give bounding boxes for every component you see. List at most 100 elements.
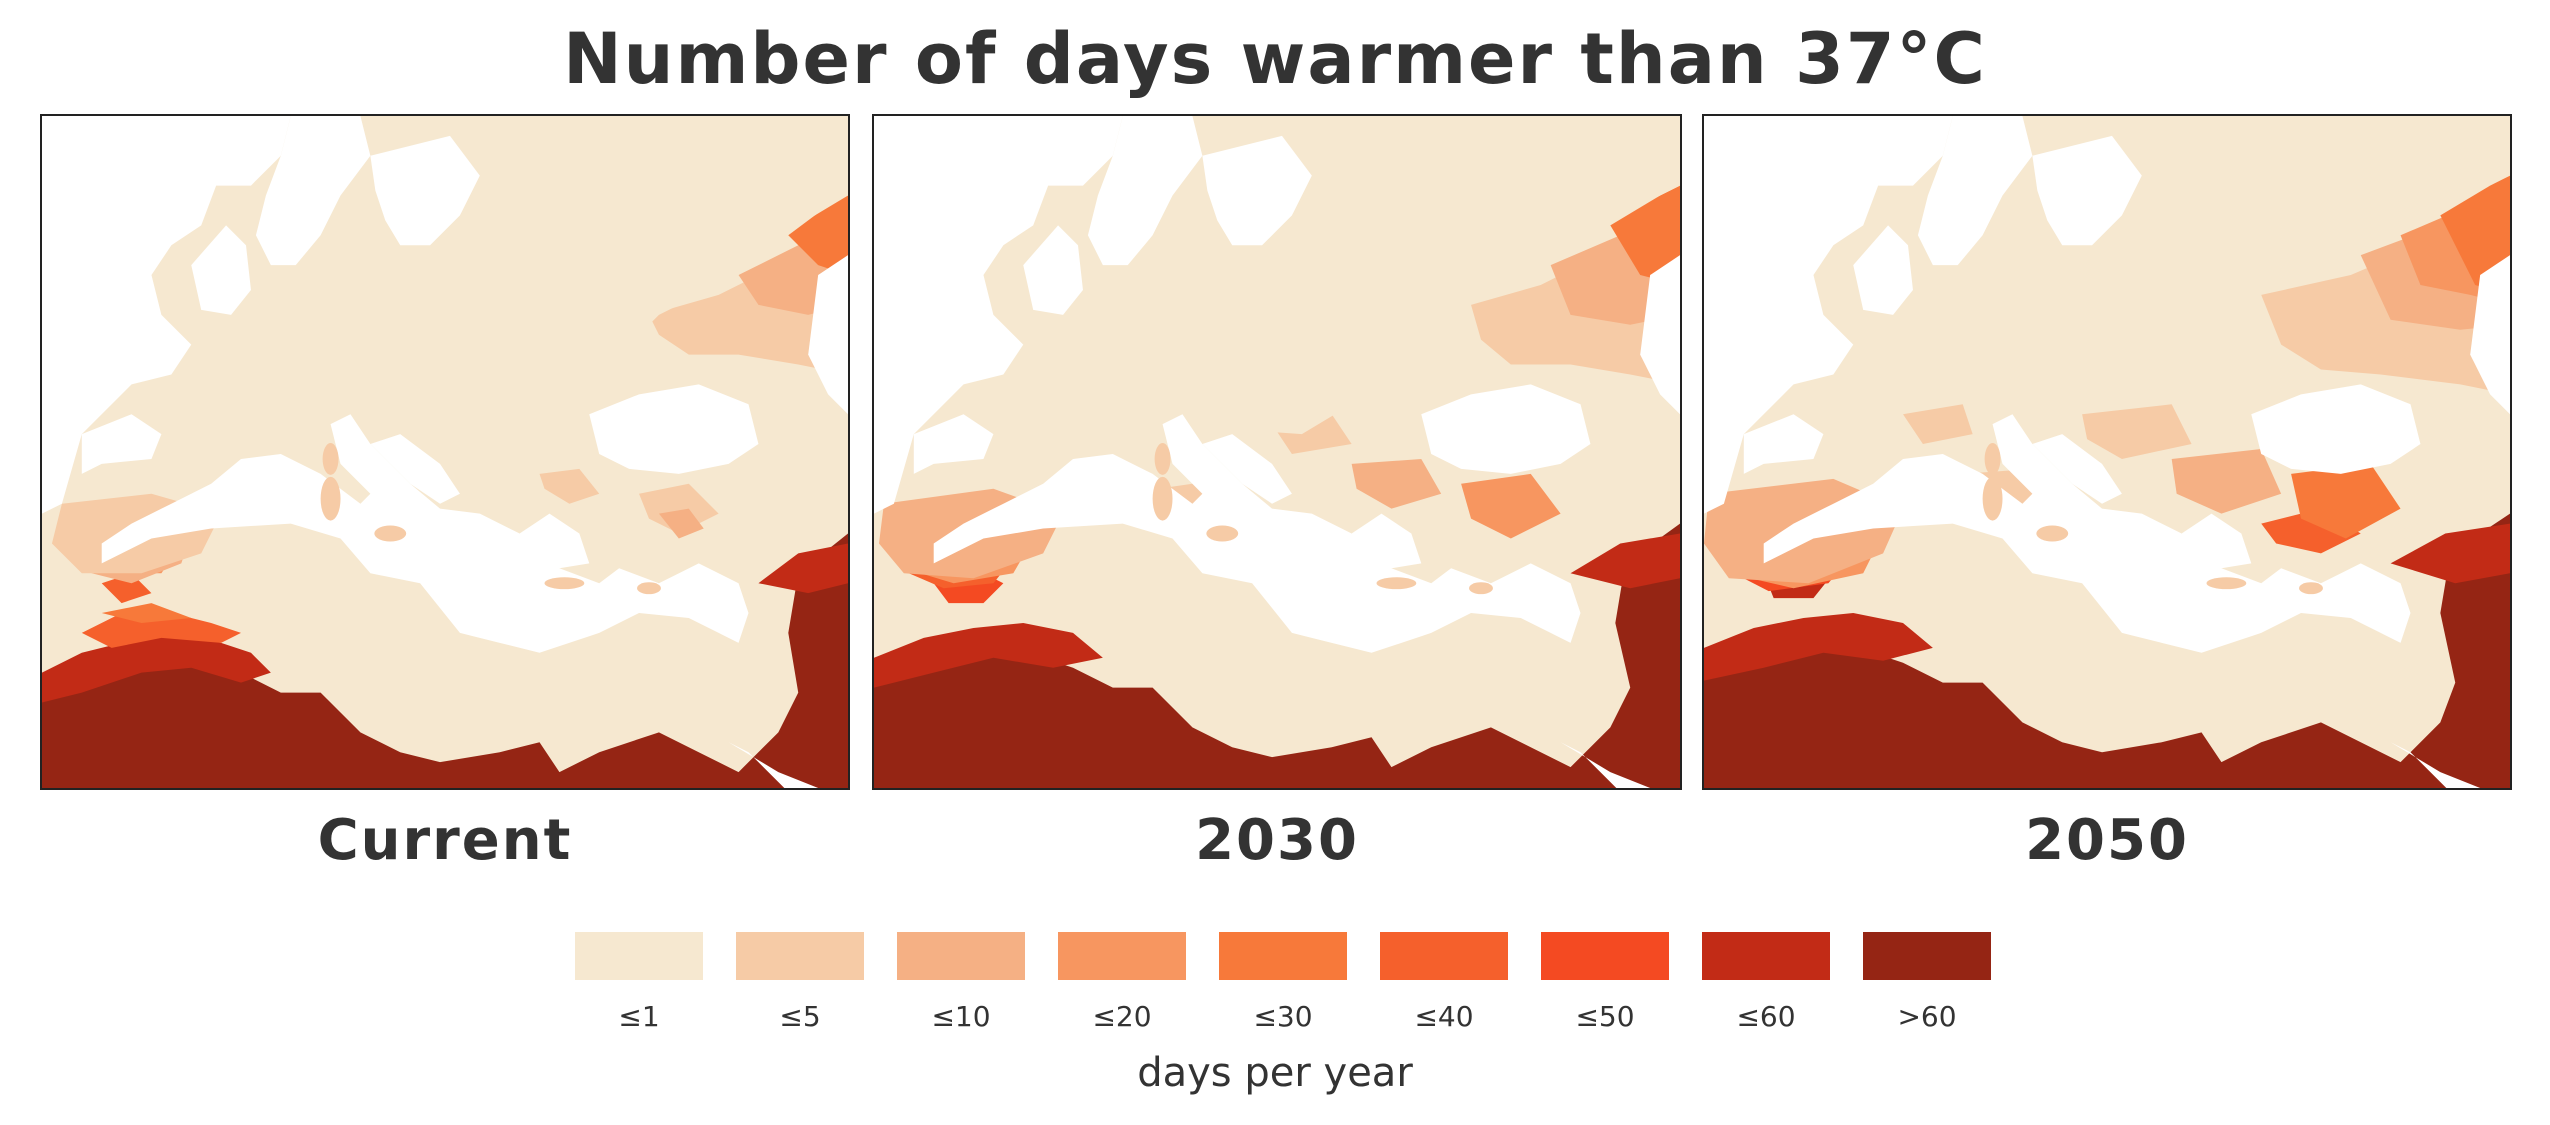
red-sea	[2390, 742, 2510, 788]
island	[2299, 582, 2323, 595]
legend-unit: days per year	[1137, 1050, 1413, 1096]
bay-of-biscay	[81, 414, 162, 474]
legend-swatch-10	[897, 932, 1025, 980]
heat-band	[758, 543, 848, 594]
heat-band	[874, 523, 1680, 788]
heat-band	[539, 468, 600, 504]
island	[544, 577, 585, 590]
heat-band	[1903, 404, 1973, 445]
caspian-sea	[808, 255, 848, 415]
bay-of-biscay	[913, 414, 994, 474]
island	[1984, 443, 2001, 475]
north-sea	[1087, 116, 1203, 266]
uk-isles	[1023, 225, 1083, 315]
island	[1152, 476, 1173, 521]
island	[322, 443, 339, 475]
panel-label-2030: 2030	[1195, 808, 1359, 873]
heat-band	[2291, 463, 2401, 539]
legend-swatch-5	[736, 932, 864, 980]
legend-label: >60	[1897, 1000, 1957, 1033]
island	[637, 582, 661, 595]
mediterranean-sea	[1763, 414, 2411, 653]
heat-band	[81, 116, 848, 474]
map-panel-2030	[872, 114, 1682, 790]
legend-swatch-40	[1380, 932, 1508, 980]
heat-map-2030	[874, 116, 1680, 788]
heat-band	[913, 116, 1680, 464]
heat-band	[2171, 449, 2282, 514]
map-panel-current	[40, 114, 850, 790]
heat-band	[874, 622, 1103, 688]
heat-band	[101, 603, 192, 623]
legend-label: ≤1	[618, 1000, 660, 1033]
heat-band	[1570, 533, 1680, 589]
island	[1154, 443, 1171, 475]
island	[1376, 577, 1417, 590]
island	[2036, 525, 2069, 542]
baltic-sea	[370, 135, 480, 246]
heat-band	[101, 573, 152, 604]
adriatic-sea	[2032, 434, 2122, 504]
heat-band	[1610, 185, 1680, 285]
heat-band	[2390, 523, 2510, 584]
heat-band	[1704, 613, 1933, 681]
caspian-sea	[1640, 255, 1680, 415]
heat-band	[788, 195, 848, 276]
black-sea	[589, 384, 759, 474]
uk-isles	[191, 225, 251, 315]
heat-band	[42, 533, 848, 788]
island	[2206, 577, 2247, 590]
adriatic-sea	[370, 434, 460, 504]
caspian-sea	[2470, 255, 2510, 415]
uk-isles	[1853, 225, 1913, 315]
legend-swatch-60	[1702, 932, 1830, 980]
legend-swatch-gt60	[1863, 932, 1991, 980]
legend-swatch-30	[1219, 932, 1347, 980]
island	[1469, 582, 1493, 595]
mediterranean-sea	[101, 414, 749, 653]
bay-of-biscay	[1743, 414, 1824, 474]
heat-band	[2440, 175, 2510, 295]
adriatic-sea	[1202, 434, 1292, 504]
red-sea	[1560, 742, 1680, 788]
legend-label: ≤20	[1092, 1000, 1152, 1033]
baltic-sea	[1202, 135, 1312, 246]
legend-swatch-1	[575, 932, 703, 980]
red-sea	[728, 742, 848, 788]
island	[1982, 476, 2003, 521]
legend-swatch-20	[1058, 932, 1186, 980]
legend-swatch-50	[1541, 932, 1669, 980]
heat-band	[1743, 116, 2510, 459]
legend-label: ≤10	[931, 1000, 991, 1033]
heat-band	[639, 483, 719, 534]
heat-band	[2082, 404, 2192, 459]
map-panel-2050	[1702, 114, 2512, 790]
island	[320, 476, 341, 521]
north-sea	[255, 116, 371, 266]
legend-label: ≤50	[1575, 1000, 1635, 1033]
atlantic-ocean	[42, 116, 291, 514]
aegean-sea	[1351, 513, 1422, 569]
heat-band	[1351, 458, 1442, 509]
black-sea	[1421, 384, 1591, 474]
baltic-sea	[2032, 135, 2142, 246]
mediterranean-sea	[933, 414, 1581, 653]
legend-label: ≤40	[1414, 1000, 1474, 1033]
island	[374, 525, 407, 542]
north-sea	[1917, 116, 2033, 266]
map-title: Number of days warmer than 37°C	[563, 18, 1987, 100]
aegean-sea	[2181, 513, 2252, 569]
atlantic-ocean	[874, 116, 1123, 514]
heat-band	[658, 508, 704, 539]
black-sea	[2251, 384, 2421, 474]
heat-band	[81, 613, 242, 648]
heat-band	[1461, 473, 1561, 539]
heat-map-current	[42, 116, 848, 788]
atlantic-ocean	[1704, 116, 1953, 514]
heat-map-2050	[1704, 116, 2510, 788]
aegean-sea	[519, 513, 590, 569]
legend-label: ≤60	[1736, 1000, 1796, 1033]
heat-band	[1704, 513, 2510, 788]
legend: ≤1 ≤5 ≤10 ≤20 ≤30 ≤40 ≤50 ≤60 >60	[575, 932, 1995, 1082]
island	[1206, 525, 1239, 542]
